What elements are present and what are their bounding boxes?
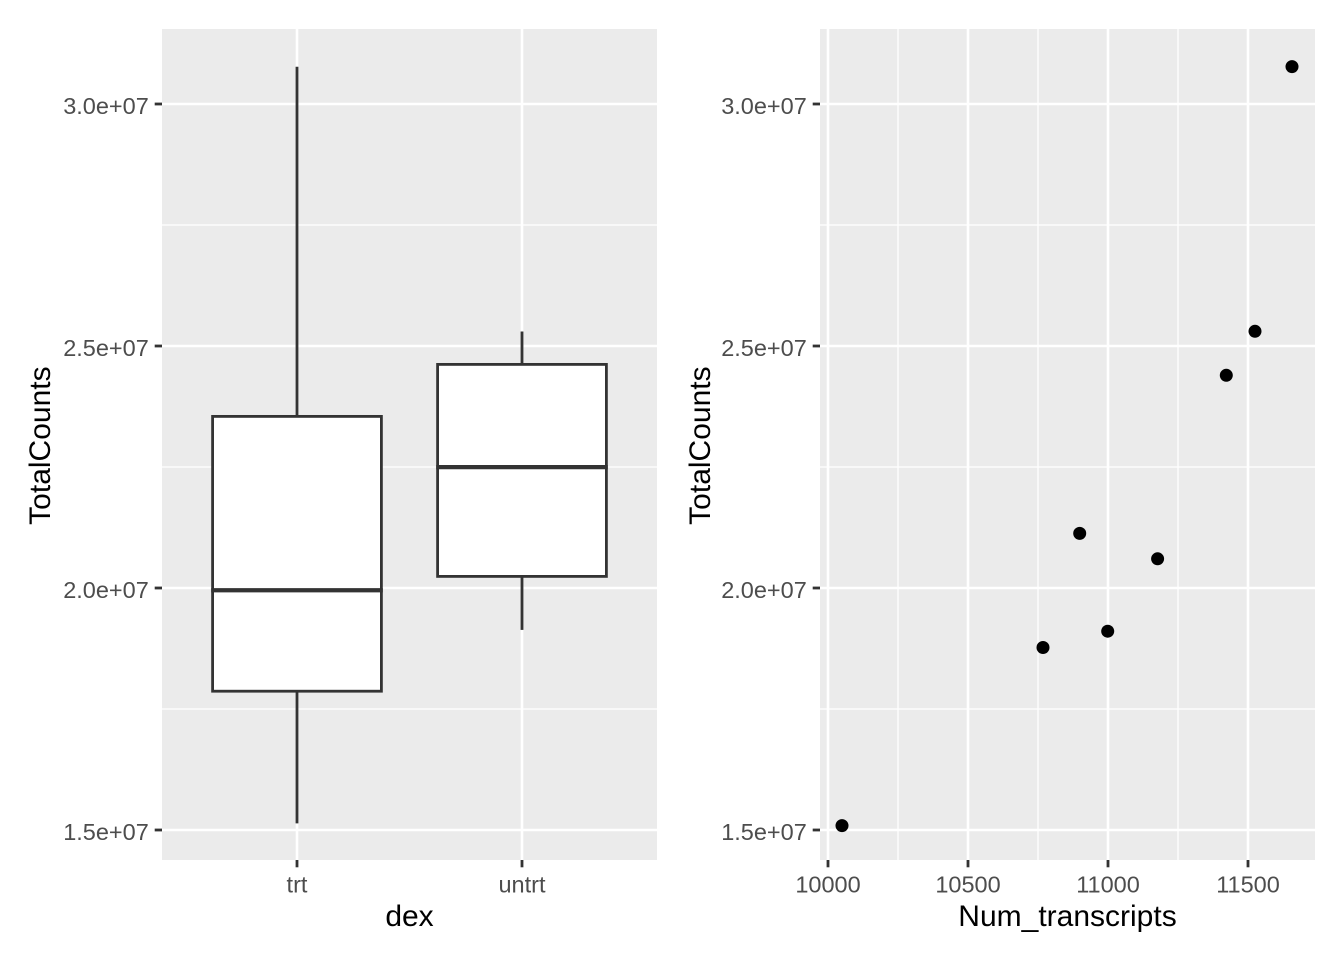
svg-text:1.5e+07: 1.5e+07 — [63, 819, 149, 845]
svg-text:2.0e+07: 2.0e+07 — [721, 577, 807, 603]
svg-text:10500: 10500 — [935, 872, 1000, 898]
svg-text:3.0e+07: 3.0e+07 — [721, 93, 807, 119]
svg-text:1.5e+07: 1.5e+07 — [721, 819, 807, 845]
svg-text:11000: 11000 — [1076, 872, 1140, 898]
svg-text:3.0e+07: 3.0e+07 — [63, 93, 149, 119]
svg-text:2.5e+07: 2.5e+07 — [721, 335, 807, 361]
svg-text:trt: trt — [287, 872, 308, 898]
svg-text:10000: 10000 — [795, 872, 860, 898]
svg-text:TotalCounts: TotalCounts — [684, 366, 717, 524]
svg-text:TotalCounts: TotalCounts — [24, 366, 57, 524]
svg-text:11500: 11500 — [1216, 872, 1280, 898]
svg-text:untrt: untrt — [498, 872, 545, 898]
svg-text:2.0e+07: 2.0e+07 — [63, 577, 149, 603]
svg-text:2.5e+07: 2.5e+07 — [63, 335, 149, 361]
svg-text:Num_transcripts: Num_transcripts — [958, 900, 1176, 933]
svg-text:dex: dex — [385, 900, 433, 933]
